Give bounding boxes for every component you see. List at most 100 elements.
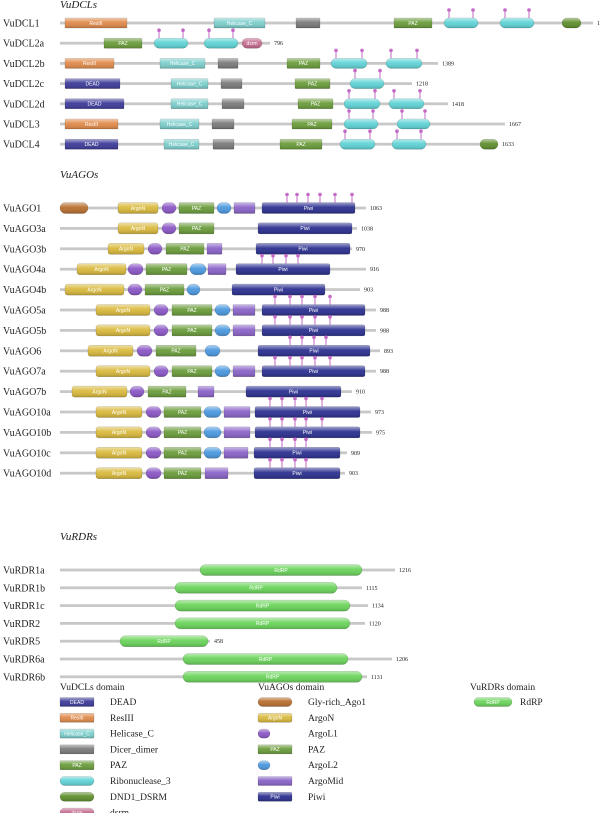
- legend-swatch-dead-label: DEAD: [70, 700, 84, 706]
- domain-argon-label: ArgoN: [116, 308, 131, 314]
- domain-argomid: [232, 365, 256, 377]
- protein-length: 903: [349, 471, 358, 477]
- legend-swatch-dsrm-label: dsrm: [71, 810, 82, 813]
- domain-piwi-label: Piwi: [304, 206, 313, 212]
- domain-argon-gloss: [96, 426, 142, 438]
- active-site-marker: [285, 192, 289, 197]
- active-site-marker: [371, 109, 375, 113]
- domain-dead: DEAD: [64, 138, 119, 150]
- gene-name: VuRDR6a: [3, 655, 45, 666]
- gene-row-vuago10b: VuAGO10b 975 ArgoN PAZ Piwi: [3, 417, 385, 439]
- domain-piwi-gloss: [246, 386, 341, 398]
- domain-paz-gloss: [166, 243, 204, 255]
- section-title: VuDCLs: [60, 0, 97, 11]
- domain-argon-label: ArgoN: [112, 430, 127, 436]
- active-site-marker: [392, 89, 396, 93]
- active-site-marker: [304, 457, 308, 462]
- domain-paz: PAZ: [286, 58, 321, 69]
- legend-swatch-resiii-label: ResIII: [70, 716, 83, 722]
- domain-argol1-gloss: [154, 324, 168, 336]
- active-site-marker: [268, 396, 272, 401]
- gene-name: VuRDR6b: [3, 672, 45, 683]
- protein-backbone: [60, 247, 352, 251]
- active-site-marker: [389, 48, 393, 53]
- domain-paz-gloss: [298, 98, 333, 109]
- domain-argomid: [207, 263, 227, 275]
- domain-ribonuclease-3-gloss: [444, 18, 478, 28]
- domain-argon-label: ArgoN: [103, 349, 118, 355]
- domain-paz-gloss: [164, 447, 201, 459]
- active-site-marker: [328, 315, 332, 319]
- domain-argol2: [214, 304, 231, 316]
- gene-name: VuDCL2c: [3, 79, 45, 90]
- active-site-marker: [378, 68, 382, 73]
- legend-item-piwi: Piwi Piwi: [257, 792, 326, 803]
- domain-piwi-gloss: [236, 263, 330, 275]
- protein-length: 458: [214, 639, 223, 645]
- domain-rdrp-gloss: [175, 617, 350, 629]
- domain-argol1-gloss: [146, 406, 161, 418]
- legend-swatch-dnd1-dsrm: [59, 792, 95, 802]
- domain-paz-label: PAZ: [311, 102, 320, 108]
- legend-swatch-dicer-dimer-gloss: [60, 744, 94, 754]
- domain-rdrp-label: RdRP: [256, 621, 270, 627]
- domain-piwi-label: Piwi: [309, 308, 318, 314]
- domain-argomid: [204, 467, 229, 479]
- domain-piwi-gloss: [255, 406, 360, 418]
- gene-row-vuago7b: VuAGO7b 910 ArgoN PAZ Piwi: [3, 385, 365, 398]
- domain-resiii: ResIII: [64, 58, 115, 69]
- domain-argol1: [136, 345, 153, 357]
- domain-argol1: [161, 202, 177, 214]
- domain-paz-gloss: [292, 119, 332, 129]
- domain-argomid-gloss: [208, 263, 226, 275]
- legend-label: ArgoMid: [308, 777, 343, 787]
- domain-resiii-label: ResIII: [83, 61, 96, 67]
- gene-row-vuago3a: VuAGO3a 1038 ArgoN PAZ Piwi: [3, 222, 373, 235]
- domain-dsrm: dsrm: [241, 37, 263, 49]
- domain-argon-label: ArgoN: [94, 267, 109, 273]
- domain-argol2-gloss: [217, 202, 231, 214]
- protein-length: 1389: [442, 61, 454, 67]
- domain-paz: PAZ: [144, 283, 185, 296]
- domain-argol2-gloss: [205, 345, 220, 357]
- protein-length: 1418: [452, 102, 464, 108]
- protein-backbone: [60, 451, 347, 455]
- gene-name: VuAGO3a: [3, 224, 46, 235]
- domain-argomid: [232, 324, 256, 337]
- domain-rdrp-label: RdRP: [256, 603, 270, 609]
- domain-helicase-c-label: Helicase_C: [167, 122, 193, 128]
- gene-row-vuago5a: VuAGO5a 988 ArgoN PAZ Piwi: [3, 294, 389, 317]
- domain-argol2: [203, 426, 222, 439]
- active-site-marker: [419, 129, 423, 133]
- active-site-marker: [503, 8, 507, 12]
- domain-argomid: [232, 304, 256, 316]
- domain-paz-gloss: [145, 284, 184, 296]
- domain-paz-gloss: [164, 467, 201, 479]
- domain-argol2: [214, 324, 231, 337]
- legend-label: Dicer_dimer: [110, 745, 159, 755]
- domain-argol2-gloss: [215, 365, 230, 377]
- domain-argon-label: ArgoN: [87, 287, 102, 293]
- active-site-marker: [293, 396, 297, 401]
- domain-argol1: [161, 222, 177, 235]
- domain-ribonuclease-3-gloss: [397, 119, 430, 129]
- protein-length: 916: [370, 267, 379, 273]
- domain-resiii: ResIII: [64, 118, 119, 130]
- legend-item-argon: ArgoN ArgoN: [257, 713, 334, 724]
- domain-paz: PAZ: [178, 202, 215, 214]
- gene-name: VuAGO5a: [3, 306, 46, 317]
- domain-helicase-c-gloss: [171, 78, 208, 89]
- active-site-marker: [333, 192, 337, 197]
- legend-swatch-dead-gloss: [60, 697, 94, 707]
- domain-dicer-dimer-gloss: [296, 18, 320, 28]
- protein-length: 910: [356, 390, 365, 396]
- gene-name: VuDCL2a: [3, 39, 45, 50]
- domain-argon-gloss: [108, 243, 144, 255]
- domain-helicase-c: Helicase_C: [159, 58, 206, 69]
- domain-rdrp: RdRP: [174, 599, 351, 612]
- gene-name: VuAGO4b: [3, 285, 46, 296]
- gene-row-vuago10a: VuAGO10a 973 ArgoN PAZ Piwi: [3, 396, 384, 419]
- domain-paz-gloss: [172, 324, 212, 336]
- active-site-marker: [288, 355, 292, 360]
